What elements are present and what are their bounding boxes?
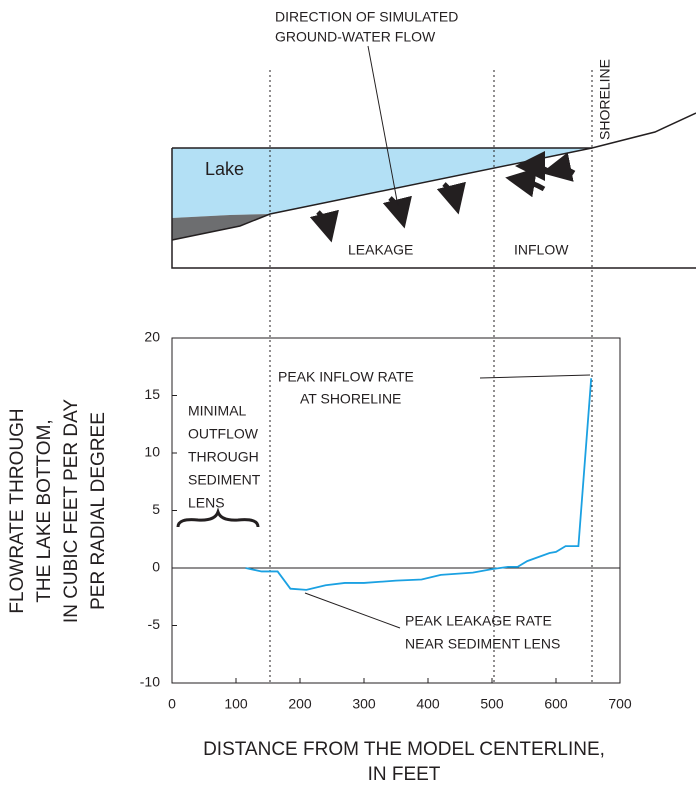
ground-surface	[171, 112, 696, 241]
annotation: SEDIMENT	[188, 472, 261, 488]
x-tick-label: 0	[168, 696, 176, 712]
x-tick-label: 300	[352, 696, 376, 712]
shoreline-label: SHORELINE	[597, 59, 613, 140]
y-axis-label: FLOWRATE THROUGH	[7, 408, 28, 613]
x-axis-label: DISTANCE FROM THE MODEL CENTERLINE,	[203, 739, 605, 760]
leader-line	[304, 592, 401, 629]
section-lines	[269, 70, 593, 683]
x-tick-label: 700	[608, 696, 632, 712]
annotation: LENS	[188, 495, 225, 511]
inflow-label: INFLOW	[514, 242, 569, 258]
y-tick-label: 15	[144, 386, 160, 402]
y-tick-label: 5	[152, 501, 160, 517]
y-tick-label: 0	[152, 559, 160, 575]
annotation: AT SHORELINE	[300, 391, 401, 407]
lake	[172, 148, 592, 218]
flow-label: GROUND-WATER FLOW	[275, 29, 436, 45]
annotation: PEAK LEAKAGE RATE	[405, 613, 552, 629]
leader-line	[367, 45, 399, 207]
annotation: OUTFLOW	[188, 426, 259, 442]
y-tick-label: 20	[144, 329, 160, 345]
lake-label: Lake	[205, 159, 244, 179]
leader-line	[479, 374, 591, 379]
annotation: PEAK INFLOW RATE	[278, 369, 414, 385]
x-tick-label: 100	[224, 696, 248, 712]
y-axis-label: THE LAKE BOTTOM,	[34, 419, 55, 602]
brace	[176, 507, 260, 528]
y-tick-label: -5	[148, 616, 161, 632]
y-tick-label: -10	[140, 674, 160, 690]
annotation: NEAR SEDIMENT LENS	[405, 636, 560, 652]
x-tick-label: 600	[544, 696, 568, 712]
x-axis-label: IN FEET	[368, 764, 441, 785]
x-tick-label: 400	[416, 696, 440, 712]
model-boundary	[171, 148, 696, 269]
x-tick-label: 500	[480, 696, 504, 712]
leakage-label: LEAKAGE	[348, 242, 413, 258]
annotation: THROUGH	[188, 449, 259, 465]
x-tick-label: 200	[288, 696, 312, 712]
flow-arrows	[309, 151, 576, 243]
y-tick-label: 10	[144, 444, 160, 460]
annotation: MINIMAL	[188, 403, 247, 419]
flow-label: DIRECTION OF SIMULATED	[275, 9, 458, 25]
data-line	[245, 378, 593, 591]
y-axis-label: IN CUBIC FEET PER DAY	[61, 399, 82, 623]
y-axis-label: PER RADIAL DEGREE	[88, 412, 109, 610]
sediment-lens	[172, 214, 270, 240]
